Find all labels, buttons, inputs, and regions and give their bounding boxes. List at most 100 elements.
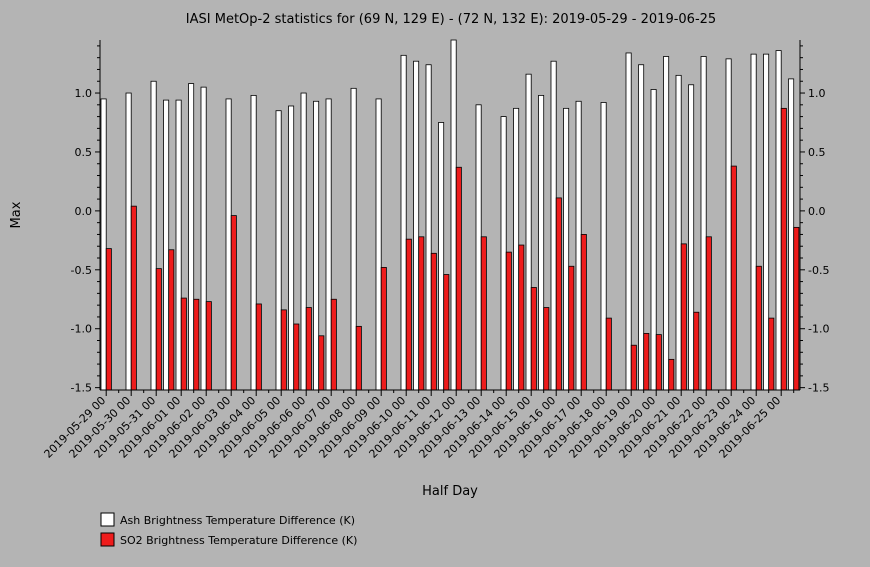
ash-bar-12 xyxy=(250,94,257,391)
so2-bar-32 xyxy=(505,251,512,391)
ash-bar-20 xyxy=(350,87,357,391)
ash-bar-43 xyxy=(638,64,645,391)
so2-bar-26 xyxy=(430,252,437,391)
ash-bar-15 xyxy=(288,105,295,391)
so2-bar-15 xyxy=(293,323,300,391)
so2-bar-42 xyxy=(630,344,637,391)
so2-bar-25 xyxy=(418,236,425,391)
y-tick-label-left-5: -1.5 xyxy=(71,382,92,395)
ash-bar-14 xyxy=(275,110,282,391)
ash-bar-38 xyxy=(575,100,582,391)
so2-bar-54 xyxy=(780,107,787,391)
y-tick-label-right-4: -1.0 xyxy=(808,323,829,336)
y-tick-label-right-1: 0.5 xyxy=(808,146,826,159)
so2-bar-27 xyxy=(443,274,450,391)
so2-bar-33 xyxy=(518,244,525,391)
y-tick-label-right-5: -1.5 xyxy=(808,382,829,395)
so2-bar-14 xyxy=(280,309,287,391)
ash-bar-33 xyxy=(513,107,520,391)
x-axis-label: Half Day xyxy=(422,484,478,499)
so2-bar-36 xyxy=(555,197,562,391)
so2-bar-50 xyxy=(730,165,737,391)
legend: Ash Brightness Temperature Difference (K… xyxy=(100,512,357,547)
so2-bar-48 xyxy=(705,236,712,391)
ash-bar-16 xyxy=(300,92,307,391)
so2-bar-0 xyxy=(105,248,112,391)
y-tick-label-left-4: -1.0 xyxy=(71,323,92,336)
legend-swatch-so2 xyxy=(100,532,115,547)
ash-bar-45 xyxy=(663,56,670,391)
ash-bar-28 xyxy=(450,39,457,391)
ash-bar-24 xyxy=(400,54,407,391)
legend-label-so2: SO2 Brightness Temperature Difference (K… xyxy=(120,534,357,547)
so2-bar-2 xyxy=(130,205,137,391)
plot-layer: 1.0 1.0 0.5 0.5 0.0 0.0 -0.5 -0.5 -1.0 -1.0 -1.5 -1… xyxy=(42,39,829,461)
so2-bar-30 xyxy=(480,236,487,391)
ash-bar-10 xyxy=(225,98,232,391)
y-tick-label-left-1: 0.5 xyxy=(75,146,93,159)
so2-bar-6 xyxy=(180,297,187,391)
y-tick-label-right-3: -0.5 xyxy=(808,264,829,277)
so2-bar-7 xyxy=(193,298,200,391)
so2-bar-24 xyxy=(405,238,412,391)
ash-bar-25 xyxy=(413,60,420,391)
ash-bar-2 xyxy=(125,92,132,391)
ash-bar-46 xyxy=(675,74,682,391)
ash-bar-48 xyxy=(700,56,707,391)
ash-bar-37 xyxy=(563,107,570,391)
ash-bar-30 xyxy=(475,104,482,391)
so2-bar-46 xyxy=(680,243,687,391)
ash-bar-18 xyxy=(325,98,332,391)
so2-bar-43 xyxy=(643,333,650,391)
ash-bar-34 xyxy=(525,73,532,391)
ash-bar-52 xyxy=(750,53,757,391)
ash-bar-6 xyxy=(175,99,182,391)
legend-swatch-ash xyxy=(100,512,115,527)
so2-bar-37 xyxy=(568,265,575,391)
so2-bar-40 xyxy=(605,317,612,391)
so2-bar-28 xyxy=(455,166,462,391)
ash-bar-44 xyxy=(650,89,657,391)
y-tick-label-left-0: 1.0 xyxy=(75,87,93,100)
ash-bar-4 xyxy=(150,80,157,391)
so2-bar-45 xyxy=(668,358,675,391)
ash-bar-53 xyxy=(763,53,770,391)
so2-bar-35 xyxy=(543,307,550,391)
so2-bar-5 xyxy=(168,249,175,391)
ash-bar-55 xyxy=(788,78,795,391)
ash-bar-27 xyxy=(438,122,445,391)
ash-bar-42 xyxy=(625,52,632,391)
ash-bar-17 xyxy=(313,100,320,391)
ash-bar-50 xyxy=(725,58,732,391)
so2-bar-47 xyxy=(693,311,700,391)
so2-bar-53 xyxy=(768,317,775,391)
y-tick-label-left-3: -0.5 xyxy=(71,264,92,277)
y-tick-label-left-2: 0.0 xyxy=(75,205,93,218)
ash-bar-36 xyxy=(550,60,557,391)
y-tick-label-right-2: 0.0 xyxy=(808,205,826,218)
so2-bar-18 xyxy=(330,298,337,391)
so2-bar-55 xyxy=(793,226,800,391)
so2-bar-4 xyxy=(155,268,162,391)
so2-bar-52 xyxy=(755,265,762,391)
so2-bar-20 xyxy=(355,325,362,391)
ash-bar-40 xyxy=(600,102,607,391)
y-tick-label-right-0: 1.0 xyxy=(808,87,826,100)
so2-bar-10 xyxy=(230,215,237,391)
so2-bar-16 xyxy=(305,307,312,391)
so2-bar-34 xyxy=(530,287,537,391)
ash-bar-8 xyxy=(200,86,207,391)
y-axis-label: Max xyxy=(9,201,24,228)
ash-bar-0 xyxy=(100,98,107,391)
chart-title: IASI MetOp-2 statistics for (69 N, 129 E… xyxy=(186,12,716,27)
ash-bar-22 xyxy=(375,98,382,391)
ash-bar-32 xyxy=(500,116,507,391)
ash-bar-5 xyxy=(163,99,170,391)
so2-bar-22 xyxy=(380,267,387,391)
legend-label-ash: Ash Brightness Temperature Difference (K… xyxy=(120,514,355,527)
ash-bar-47 xyxy=(688,84,695,391)
ash-bar-26 xyxy=(425,64,432,391)
so2-bar-38 xyxy=(580,234,587,391)
